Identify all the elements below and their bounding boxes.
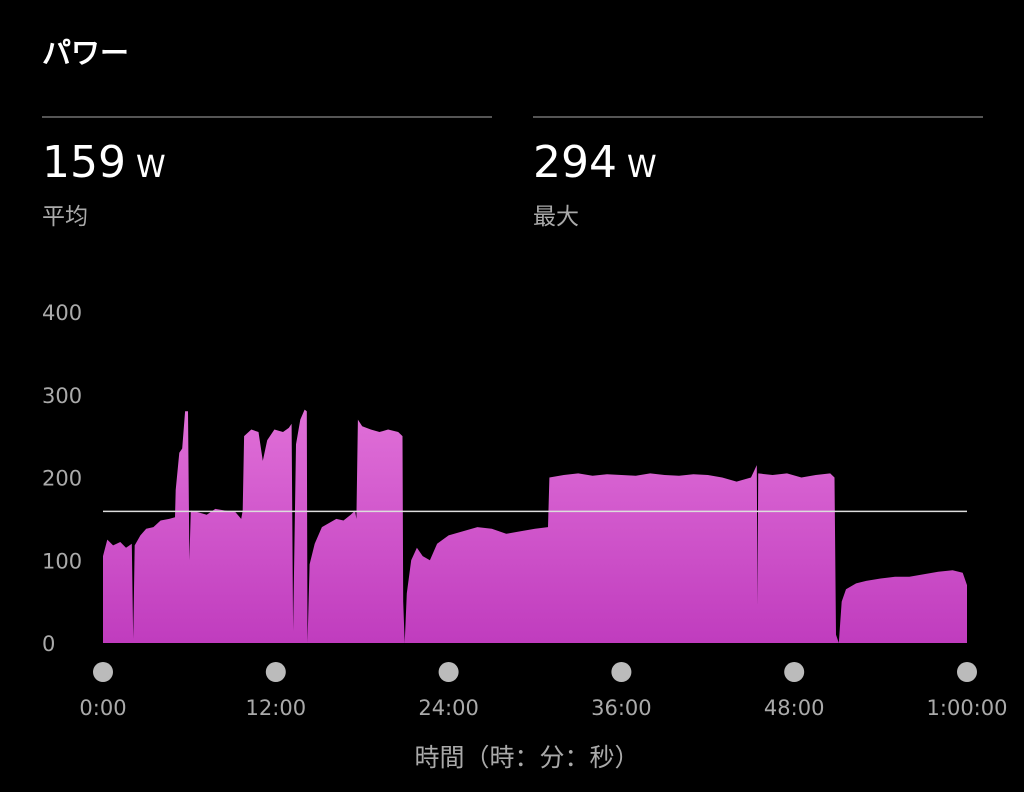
average-power-value: 159 W — [42, 138, 492, 193]
y-tick-label: 100 — [42, 549, 82, 573]
max-power-stat: 294 W 最大 — [533, 116, 983, 231]
x-tick-label: 1:00:00 — [927, 696, 1008, 720]
power-area-series — [103, 409, 967, 643]
x-tick-label: 0:00 — [79, 696, 126, 720]
max-label: 最大 — [533, 204, 579, 230]
average-value: 159 — [42, 137, 126, 188]
x-tick-label: 12:00 — [246, 696, 307, 720]
page-title: パワー — [42, 36, 130, 70]
x-tick-marker — [957, 662, 977, 682]
y-tick-label: 400 — [42, 301, 82, 325]
average-power-stat: 159 W 平均 — [42, 116, 492, 231]
x-tick-marker — [784, 662, 805, 682]
y-tick-label: 300 — [42, 384, 82, 408]
y-tick-label: 0 — [42, 632, 55, 656]
max-power-value: 294 W — [533, 138, 983, 193]
x-tick-marker — [438, 662, 459, 682]
x-tick-marker — [265, 662, 286, 682]
x-tick-label: 24:00 — [418, 696, 479, 720]
x-tick-marker — [93, 662, 113, 682]
x-axis-title: 時間（時：分：秒） — [414, 743, 639, 772]
x-tick-label: 36:00 — [591, 696, 652, 720]
average-label: 平均 — [42, 204, 88, 230]
y-tick-label: 200 — [42, 467, 82, 491]
x-tick-label: 48:00 — [764, 696, 825, 720]
max-value: 294 — [533, 137, 617, 188]
average-unit: W — [135, 150, 166, 185]
x-tick-marker — [611, 662, 632, 682]
max-unit: W — [626, 150, 657, 185]
